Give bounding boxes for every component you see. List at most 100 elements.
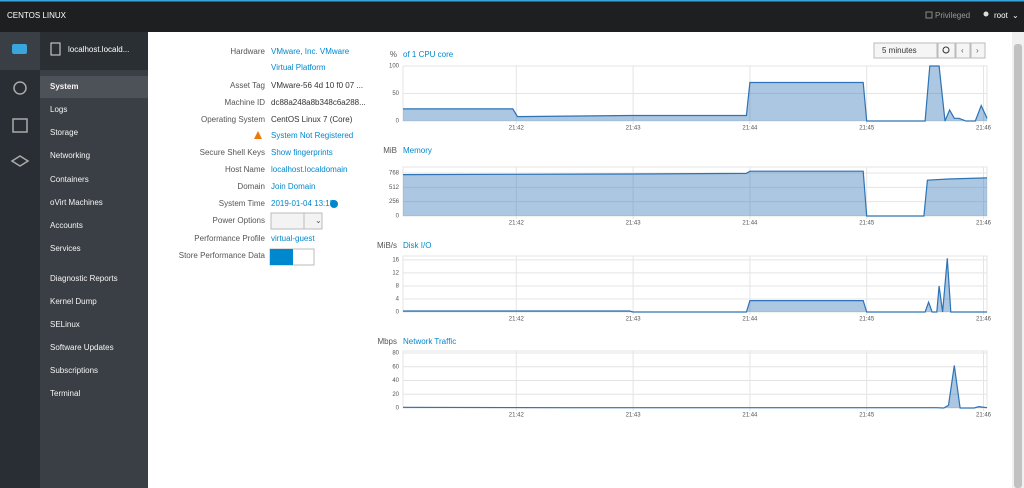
range-select (873, 42, 938, 59)
nav-panel (40, 32, 148, 488)
series-line (402, 170, 988, 217)
nav-item[interactable]: oVirt Machines (50, 198, 103, 207)
x-tick-label: 21:44 (742, 126, 758, 132)
info-value[interactable]: Join Domain (271, 182, 315, 191)
info-value: CentOS Linux 7 (Core) (271, 115, 353, 124)
nav-item[interactable]: Storage (50, 128, 79, 137)
y-tick-label: 0 (396, 310, 400, 316)
x-tick-label: 21:42 (509, 221, 525, 227)
area (403, 66, 987, 121)
scrollbar-thumb[interactable] (1014, 44, 1022, 488)
lock-icon (925, 11, 933, 19)
x-tick-label: 21:43 (626, 221, 642, 227)
series-line (402, 365, 988, 409)
nav-item[interactable]: Diagnostic Reports (50, 274, 118, 283)
top-accent (0, 0, 1024, 2)
x-tick-label: 21:45 (859, 221, 875, 227)
y-tick-label: 512 (389, 185, 400, 191)
chart-unit: % (390, 50, 397, 59)
nav-item[interactable]: Kernel Dump (50, 297, 97, 306)
info-value[interactable]: localhost.localdomain (271, 165, 348, 174)
info-value[interactable]: Virtual Platform (271, 63, 326, 72)
info-icon[interactable] (330, 200, 338, 208)
info-label: Store Performance Data (179, 251, 266, 260)
restart-button-frame (270, 212, 323, 230)
area (403, 258, 987, 312)
host-doc-icon (50, 42, 61, 56)
info-value[interactable]: virtual-guest (271, 234, 315, 243)
zoom-button[interactable] (937, 42, 956, 59)
nav-item[interactable]: Networking (50, 151, 90, 160)
area (403, 171, 987, 216)
next-arrow: › (976, 46, 979, 55)
nav-item[interactable]: Software Updates (50, 343, 114, 352)
toggle-on (270, 249, 293, 265)
user-menu[interactable]: root (994, 11, 1009, 20)
series-line (403, 258, 987, 313)
x-tick-label: 21:43 (626, 126, 642, 132)
x-tick-label: 21:46 (976, 317, 992, 323)
info-label: Host Name (225, 165, 266, 174)
info-label: Domain (237, 182, 265, 191)
nav-item[interactable]: SELinux (50, 320, 80, 329)
y-tick-label: 12 (392, 271, 399, 277)
info-label: Secure Shell Keys (200, 148, 265, 157)
chart-unit: Mbps (377, 337, 397, 346)
x-tick-label: 21:45 (859, 126, 875, 132)
info-label: System Time (219, 199, 266, 208)
dashboard-icon[interactable] (13, 81, 27, 95)
series-line (403, 65, 988, 122)
zoom-icon (942, 46, 950, 54)
info-value[interactable]: System Not Registered (271, 131, 353, 140)
nav-item[interactable]: Containers (50, 175, 89, 184)
icon-rail (0, 32, 40, 488)
host-header (40, 32, 148, 70)
y-tick-label: 8 (396, 284, 400, 290)
info-label: Asset Tag (230, 81, 265, 90)
nav-item[interactable]: Services (50, 244, 81, 253)
cluster-icon[interactable] (12, 118, 28, 133)
nav-item[interactable]: Accounts (50, 221, 83, 230)
y-tick-label: 0 (396, 406, 400, 412)
nav-item[interactable]: System (50, 82, 78, 91)
x-tick-label: 21:45 (859, 317, 875, 323)
warning-icon (254, 131, 262, 139)
info-label: Hardware (230, 47, 265, 56)
y-tick-label: 60 (392, 364, 399, 370)
x-tick-label: 21:42 (509, 317, 525, 323)
brand: CENTOS LINUX (7, 11, 67, 20)
next-button[interactable] (970, 42, 986, 59)
x-tick-label: 21:46 (976, 413, 992, 419)
prev-arrow: ‹ (961, 46, 964, 55)
chart-unit: MiB (383, 146, 397, 155)
time-range[interactable]: 5 minutes (882, 46, 917, 55)
info-value[interactable]: Show fingerprints (271, 148, 333, 157)
x-tick-label: 21:46 (976, 221, 992, 227)
x-tick-label: 21:43 (626, 413, 642, 419)
prev-button[interactable] (955, 42, 971, 59)
layers-icon[interactable] (10, 155, 30, 167)
y-tick-label: 256 (389, 199, 400, 205)
x-tick-label: 21:44 (742, 221, 758, 227)
host-icon (12, 44, 27, 54)
chart-title: Disk I/O (403, 241, 431, 250)
host-name[interactable]: localhost.locald... (68, 45, 129, 54)
nav-item[interactable]: Terminal (50, 389, 80, 398)
info-value[interactable]: 2019-01-04 13:15 (271, 199, 335, 208)
info-value[interactable]: VMware, Inc. VMware (271, 47, 350, 56)
button-caret: ⌄ (315, 216, 322, 225)
nav-item[interactable]: Subscriptions (50, 366, 98, 375)
info-value: dc88a248a8b348c6a288... (271, 98, 366, 107)
privileged[interactable]: Privileged (935, 11, 970, 20)
chart-unit: MiB/s (377, 241, 397, 250)
x-tick-label: 21:44 (742, 317, 758, 323)
top-bar (0, 0, 1024, 32)
nav-item[interactable]: Logs (50, 105, 67, 114)
y-tick-label: 80 (392, 351, 399, 357)
y-tick-label: 0 (396, 214, 400, 220)
info-value: VMware-56 4d 10 f0 07 ... (271, 81, 363, 90)
caret: ⌄ (1012, 11, 1019, 20)
x-tick-label: 21:43 (626, 317, 642, 323)
